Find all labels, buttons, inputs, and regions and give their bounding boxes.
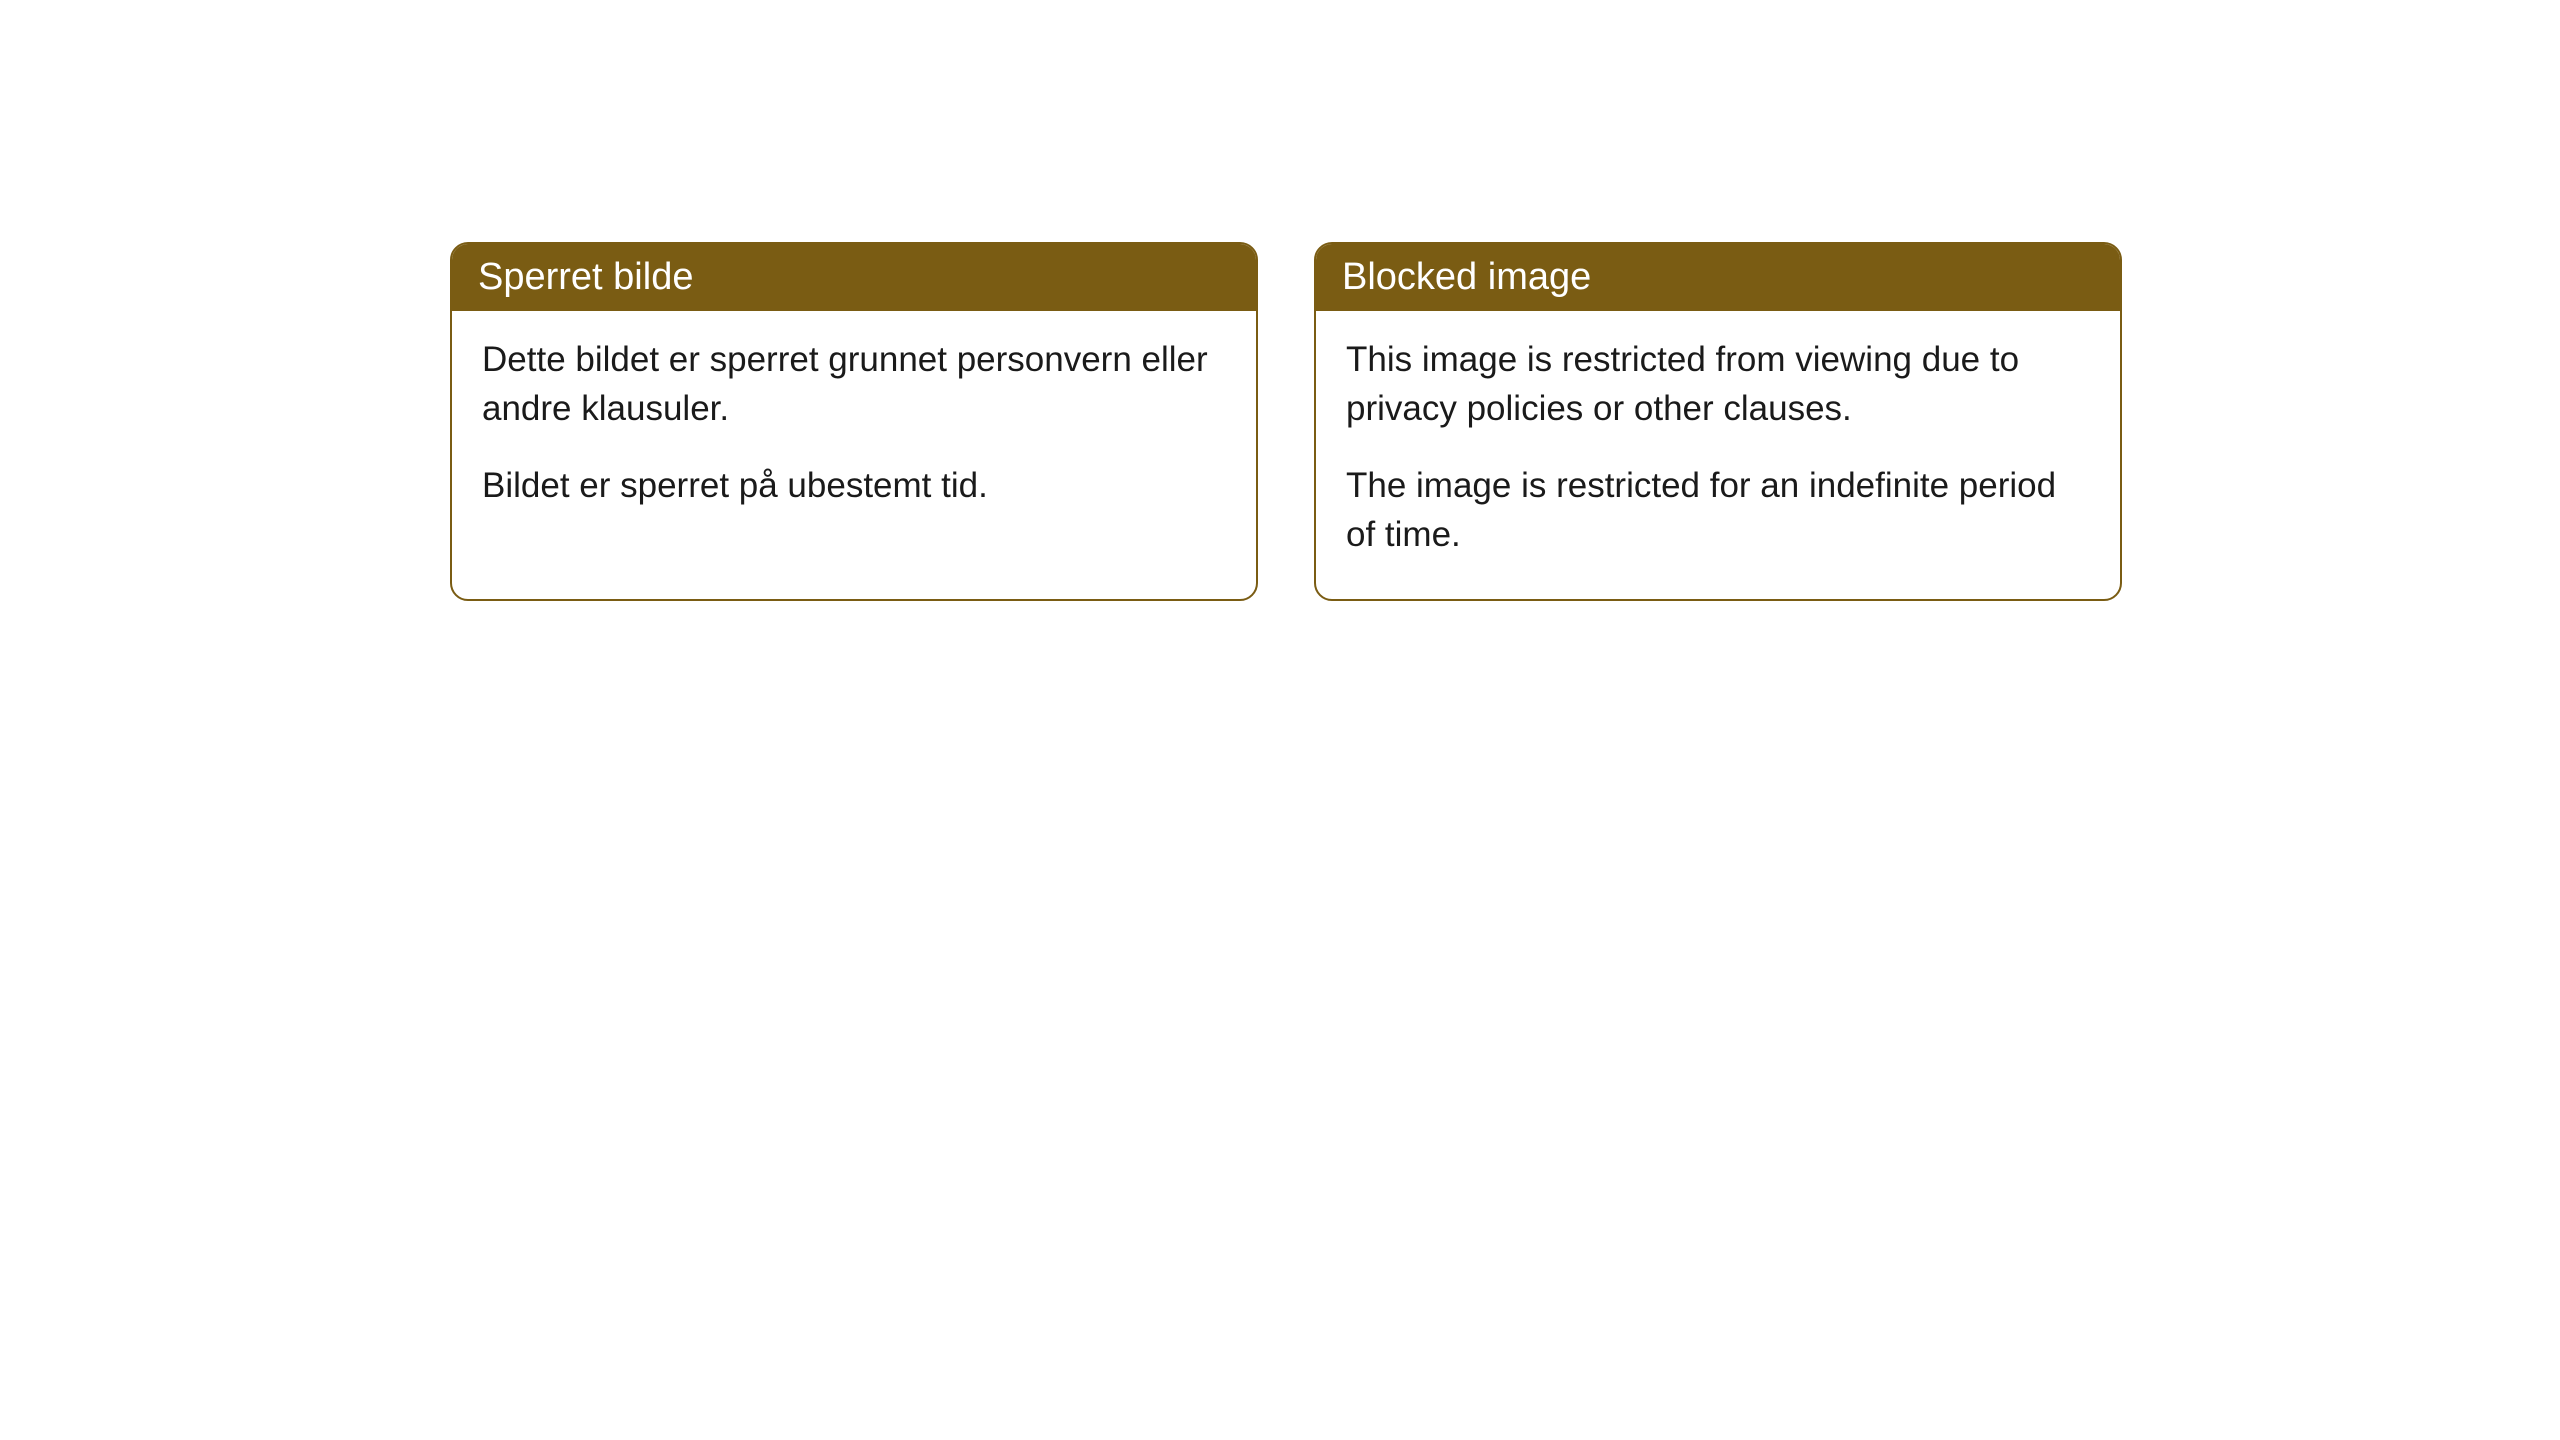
notice-card-english: Blocked image This image is restricted f… — [1314, 242, 2122, 601]
card-paragraph: Bildet er sperret på ubestemt tid. — [482, 461, 1226, 510]
card-title: Blocked image — [1342, 256, 1591, 298]
notice-card-norwegian: Sperret bilde Dette bildet er sperret gr… — [450, 242, 1258, 601]
card-paragraph: The image is restricted for an indefinit… — [1346, 461, 2090, 559]
card-paragraph: This image is restricted from viewing du… — [1346, 335, 2090, 433]
card-header-norwegian: Sperret bilde — [452, 244, 1256, 311]
notice-cards-container: Sperret bilde Dette bildet er sperret gr… — [450, 242, 2122, 601]
card-paragraph: Dette bildet er sperret grunnet personve… — [482, 335, 1226, 433]
card-title: Sperret bilde — [478, 256, 693, 298]
card-body-norwegian: Dette bildet er sperret grunnet personve… — [452, 311, 1256, 550]
card-body-english: This image is restricted from viewing du… — [1316, 311, 2120, 599]
card-header-english: Blocked image — [1316, 244, 2120, 311]
